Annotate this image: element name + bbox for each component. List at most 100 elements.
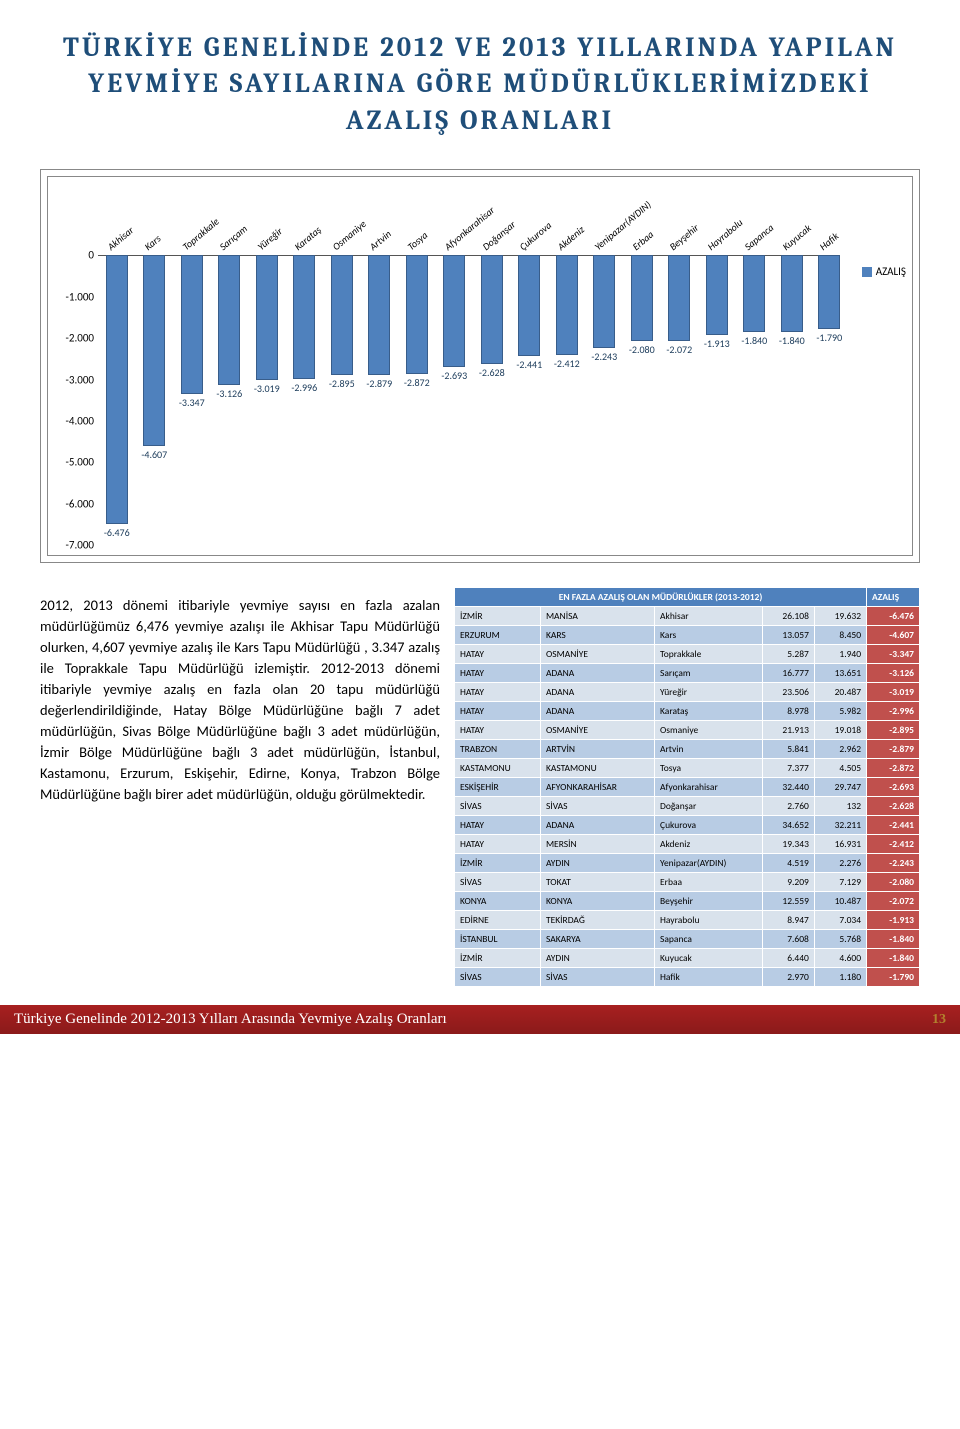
- table-cell: Karataş: [655, 702, 763, 721]
- table-cell: OSMANİYE: [540, 645, 654, 664]
- table-cell: 12.559: [762, 892, 814, 911]
- x-label: Sapanca: [742, 221, 777, 253]
- table-row: ERZURUMKARSKars13.0578.450-4.607: [455, 626, 920, 645]
- table-cell: KASTAMONU: [540, 759, 654, 778]
- x-axis-labels: AkhisarKarsToprakkaleSarıçamYüreğirKarat…: [98, 185, 832, 255]
- bar-value-label: -2.080: [629, 343, 655, 356]
- bar-value-label: -3.019: [254, 382, 280, 395]
- footer-bar: Türkiye Genelinde 2012-2013 Yılları Aras…: [0, 1005, 960, 1034]
- table-row: İSTANBULSAKARYASapanca7.6085.768-1.840: [455, 930, 920, 949]
- bar: [593, 255, 615, 348]
- table-cell: 32.440: [762, 778, 814, 797]
- table-cell: -6.476: [867, 607, 920, 626]
- table-row: EDİRNETEKİRDAĞHayrabolu8.9477.034-1.913: [455, 911, 920, 930]
- table-cell: 8.450: [814, 626, 866, 645]
- table-cell: -2.895: [867, 721, 920, 740]
- table-row: HATAYOSMANİYEOsmaniye21.91319.018-2.895: [455, 721, 920, 740]
- table-cell: İZMİR: [455, 854, 541, 873]
- table-cell: SİVAS: [455, 873, 541, 892]
- table-row: İZMİRAYDINYenipazar(AYDIN)4.5192.276-2.2…: [455, 854, 920, 873]
- table-cell: 5.982: [814, 702, 866, 721]
- bar-value-label: -2.412: [554, 357, 580, 370]
- table-cell: 5.287: [762, 645, 814, 664]
- table-cell: 4.505: [814, 759, 866, 778]
- table-cell: 132: [814, 797, 866, 816]
- legend-swatch: [862, 267, 872, 277]
- table-cell: SİVAS: [455, 797, 541, 816]
- x-label: Kuyucak: [779, 222, 813, 254]
- table-cell: KONYA: [455, 892, 541, 911]
- bar: [818, 255, 840, 329]
- table-cell: AYDIN: [540, 949, 654, 968]
- table-cell: Artvin: [655, 740, 763, 759]
- table-cell: 8.947: [762, 911, 814, 930]
- table-cell: HATAY: [455, 721, 541, 740]
- table-cell: MERSİN: [540, 835, 654, 854]
- x-label: Karataş: [292, 223, 324, 253]
- footer-text: Türkiye Genelinde 2012-2013 Yılları Aras…: [14, 1011, 447, 1028]
- table-cell: 9.209: [762, 873, 814, 892]
- table-row: SİVASSİVASDoğanşar2.760132-2.628: [455, 797, 920, 816]
- x-label: Hafik: [817, 230, 842, 254]
- table-cell: Hayrabolu: [655, 911, 763, 930]
- table-row: İZMİRMANİSAAkhisar26.10819.632-6.476: [455, 607, 920, 626]
- bar-value-label: -1.840: [779, 334, 805, 347]
- bar-value-label: -2.879: [366, 377, 392, 390]
- table-row: HATAYADANAÇukurova34.65232.211-2.441: [455, 816, 920, 835]
- table-row: HATAYMERSİNAkdeniz19.34316.931-2.412: [455, 835, 920, 854]
- table-cell: TRABZON: [455, 740, 541, 759]
- table-cell: 21.913: [762, 721, 814, 740]
- table-cell: Sapanca: [655, 930, 763, 949]
- table-row: HATAYADANASarıçam16.77713.651-3.126: [455, 664, 920, 683]
- table-cell: -3.347: [867, 645, 920, 664]
- table-cell: Doğanşar: [655, 797, 763, 816]
- table-cell: AYDIN: [540, 854, 654, 873]
- table-cell: Yüreğir: [655, 683, 763, 702]
- bar-value-label: -2.872: [404, 376, 430, 389]
- table-cell: HATAY: [455, 702, 541, 721]
- bar-value-label: -3.347: [179, 396, 205, 409]
- table-cell: 32.211: [814, 816, 866, 835]
- bar: [781, 255, 803, 331]
- x-label: Osmaniye: [329, 218, 368, 254]
- chart-outer-frame: 0-1.000-2.000-3.000-4.000-5.000-6.000-7.…: [40, 169, 920, 563]
- x-label: Akhisar: [104, 224, 136, 253]
- x-label: Toprakkale: [179, 215, 221, 253]
- table-cell: Osmaniye: [655, 721, 763, 740]
- y-tick: -7.000: [66, 539, 94, 552]
- table-row: HATAYADANAYüreğir23.50620.487-3.019: [455, 683, 920, 702]
- table-cell: -3.019: [867, 683, 920, 702]
- table-cell: KASTAMONU: [455, 759, 541, 778]
- table-cell: HATAY: [455, 816, 541, 835]
- table-cell: TEKİRDAĞ: [540, 911, 654, 930]
- table-cell: Toprakkale: [655, 645, 763, 664]
- bar: [443, 255, 465, 367]
- table-cell: AFYONKARAHİSAR: [540, 778, 654, 797]
- table-cell: Tosya: [655, 759, 763, 778]
- bar-value-label: -1.840: [741, 334, 767, 347]
- table-cell: Akdeniz: [655, 835, 763, 854]
- table-cell: 2.760: [762, 797, 814, 816]
- table-cell: 5.768: [814, 930, 866, 949]
- table-cell: İSTANBUL: [455, 930, 541, 949]
- table-cell: 23.506: [762, 683, 814, 702]
- legend-label: AZALIŞ: [876, 265, 906, 278]
- table-row: KONYAKONYABeyşehir12.55910.487-2.072: [455, 892, 920, 911]
- bar: [106, 255, 128, 523]
- table-cell: -1.913: [867, 911, 920, 930]
- bar: [556, 255, 578, 355]
- bar-value-label: -2.243: [591, 350, 617, 363]
- x-label: Erbaa: [629, 228, 655, 253]
- table-cell: 6.440: [762, 949, 814, 968]
- x-label: Kars: [142, 232, 164, 253]
- table-cell: 2.276: [814, 854, 866, 873]
- x-label: Akdeniz: [554, 223, 586, 253]
- table-cell: -2.693: [867, 778, 920, 797]
- bar: [181, 255, 203, 394]
- table-cell: -2.072: [867, 892, 920, 911]
- table-cell: 16.931: [814, 835, 866, 854]
- table-cell: Afyonkarahisar: [655, 778, 763, 797]
- table-cell: Erbaa: [655, 873, 763, 892]
- table-cell: TOKAT: [540, 873, 654, 892]
- bar-value-label: -2.072: [666, 343, 692, 356]
